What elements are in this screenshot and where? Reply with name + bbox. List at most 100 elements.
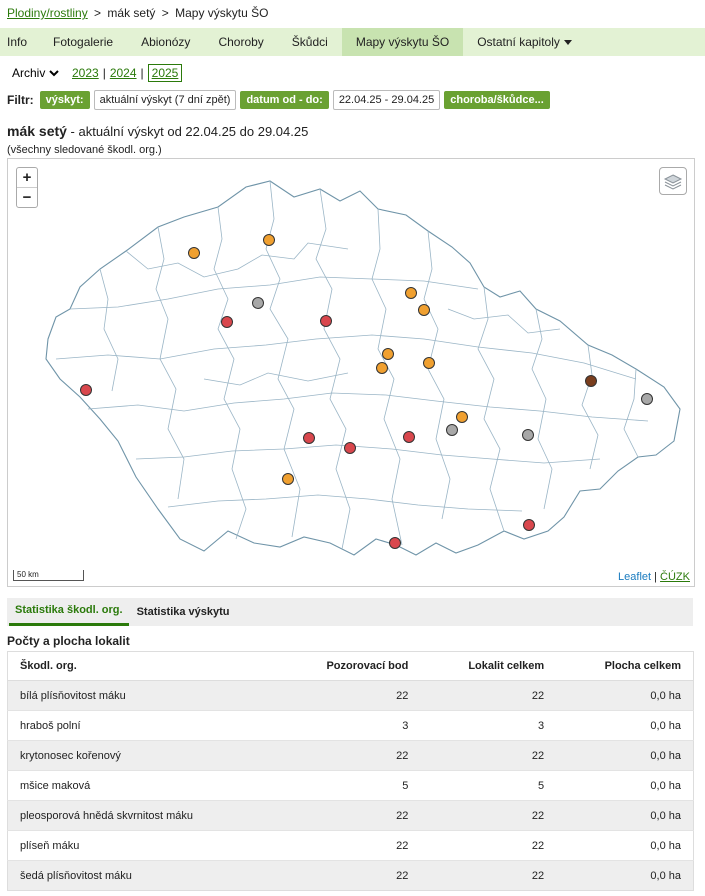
map-marker-orange[interactable]: [405, 287, 417, 299]
cell-points: 22: [276, 860, 421, 891]
map-marker-orange[interactable]: [282, 473, 294, 485]
map-marker-red[interactable]: [320, 315, 332, 327]
cell-area: 0,0 ha: [556, 680, 694, 711]
cell-localities: 22: [420, 680, 557, 711]
filter-bar: Filtr: výskyt: aktuální výskyt (7 dní zp…: [7, 90, 550, 110]
zoom-control: + −: [16, 167, 38, 208]
table-row: hraboš polní 3 3 0,0 ha: [7, 710, 694, 741]
breadcrumb-crop: mák setý: [107, 6, 156, 20]
map-marker-orange[interactable]: [188, 247, 200, 259]
cell-localities: 22: [420, 830, 557, 861]
stats-tabs: Statistika škodl. org. Statistika výskyt…: [7, 598, 693, 626]
tab-abionoses[interactable]: Abionózy: [141, 35, 191, 49]
pest-filter-button[interactable]: choroba/škůdce...: [444, 91, 550, 109]
map-marker-gray[interactable]: [252, 297, 264, 309]
layers-button[interactable]: [659, 167, 687, 195]
cell-area: 0,0 ha: [556, 830, 694, 861]
occurrence-map[interactable]: + − 50 km Leaflet | ČÚZK: [7, 158, 695, 587]
map-marker-red[interactable]: [403, 431, 415, 443]
year-link-2023[interactable]: 2023: [72, 66, 99, 80]
page-title: mák setý - aktuální výskyt od 22.04.25 d…: [7, 123, 308, 139]
map-marker-orange[interactable]: [418, 304, 430, 316]
table-row: mšice maková 5 5 0,0 ha: [7, 770, 694, 801]
tab-occurrence-maps[interactable]: Mapy výskytu ŠO: [341, 28, 464, 56]
tab-info[interactable]: Info: [7, 35, 28, 49]
map-marker-orange[interactable]: [263, 234, 275, 246]
cell-pest: bílá plísňovitost máku: [7, 680, 277, 711]
cell-pest: šedá plísňovitost máku: [7, 860, 277, 891]
breadcrumb: Plodiny/rostliny > mák setý > Mapy výsky…: [7, 6, 268, 20]
main-tabs: Info Fotogalerie Abionózy Choroby Škůdci…: [0, 28, 705, 56]
year-link-2025[interactable]: 2025: [147, 64, 183, 82]
breadcrumb-separator: >: [161, 6, 169, 20]
breadcrumb-separator: >: [94, 6, 102, 20]
occurrence-button[interactable]: výskyt:: [39, 91, 90, 109]
archive-select[interactable]: Archiv: [8, 65, 62, 81]
col-header-observation-points[interactable]: Pozorovací bod: [276, 651, 421, 681]
table-header-row: Škodl. org. Pozorovací bod Lokalit celke…: [7, 651, 694, 681]
map-marker-orange[interactable]: [456, 411, 468, 423]
zoom-out-button[interactable]: −: [22, 189, 32, 206]
tab-diseases[interactable]: Choroby: [218, 35, 264, 49]
cell-pest: pleosporová hnědá skvrnitost máku: [7, 800, 277, 831]
page-subtitle: (všechny sledované škodl. org.): [7, 144, 162, 156]
occurrence-value[interactable]: aktuální výskyt (7 dní zpět): [93, 90, 237, 110]
cell-points: 5: [276, 770, 421, 801]
caret-down-icon: [563, 40, 572, 46]
map-marker-orange[interactable]: [382, 348, 394, 360]
map-canvas[interactable]: [8, 159, 694, 586]
cell-points: 22: [276, 680, 421, 711]
cell-localities: 3: [420, 710, 557, 741]
breadcrumb-current: Mapy výskytu ŠO: [175, 6, 269, 20]
cell-points: 22: [276, 740, 421, 771]
tab-pest-statistics[interactable]: Statistika škodl. org.: [9, 598, 129, 626]
cell-localities: 22: [420, 800, 557, 831]
col-header-area[interactable]: Plocha celkem: [556, 651, 694, 681]
tab-other-chapters[interactable]: Ostatní kapitoly: [463, 28, 586, 56]
map-marker-orange[interactable]: [376, 362, 388, 374]
cuzk-link[interactable]: ČÚZK: [660, 571, 690, 583]
cell-points: 22: [276, 830, 421, 861]
map-marker-red[interactable]: [80, 384, 92, 396]
map-marker-red[interactable]: [303, 432, 315, 444]
map-marker-gray[interactable]: [641, 393, 653, 405]
map-marker-red[interactable]: [344, 442, 356, 454]
map-marker-red[interactable]: [389, 537, 401, 549]
breadcrumb-link-crops[interactable]: Plodiny/rostliny: [7, 6, 88, 20]
year-link-2024[interactable]: 2024: [109, 66, 137, 80]
col-header-pest[interactable]: Škodl. org.: [7, 651, 277, 681]
date-range-button[interactable]: datum od - do:: [240, 91, 329, 109]
table-row: krytonosec kořenový 22 22 0,0 ha: [7, 740, 694, 771]
zoom-in-button[interactable]: +: [17, 168, 37, 188]
tab-pests[interactable]: Škůdci: [291, 35, 328, 49]
table-row: bílá plísňovitost máku 22 22 0,0 ha: [7, 680, 694, 711]
table-row: pleosporová hnědá skvrnitost máku 22 22 0,0…: [7, 800, 694, 831]
table-row: šedá plísňovitost máku 22 22 0,0 ha: [7, 860, 694, 891]
section-title: Počty a plocha lokalit: [7, 634, 130, 648]
statistics-table: Škodl. org. Pozorovací bod Lokalit celke…: [7, 651, 694, 891]
map-marker-red[interactable]: [221, 316, 233, 328]
cell-points: 3: [276, 710, 421, 741]
tab-other-chapters-label: Ostatní kapitoly: [477, 35, 560, 49]
map-marker-gray[interactable]: [446, 424, 458, 436]
page-title-range: - aktuální výskyt od 22.04.25 do 29.04.2…: [66, 124, 309, 139]
tab-photogallery[interactable]: Fotogalerie: [53, 35, 114, 49]
cell-area: 0,0 ha: [556, 710, 694, 741]
cell-pest: hraboš polní: [7, 710, 277, 741]
map-marker-brown[interactable]: [585, 375, 597, 387]
tab-occurrence-statistics[interactable]: Statistika výskytu: [136, 606, 230, 618]
page-title-crop: mák setý: [7, 123, 67, 139]
leaflet-link[interactable]: Leaflet: [618, 571, 652, 583]
cell-pest: krytonosec kořenový: [7, 740, 277, 771]
map-attribution: Leaflet | ČÚZK: [618, 571, 690, 583]
map-marker-red[interactable]: [523, 519, 535, 531]
attribution-separator: |: [654, 571, 657, 583]
map-marker-gray[interactable]: [522, 429, 534, 441]
cell-area: 0,0 ha: [556, 860, 694, 891]
map-marker-orange[interactable]: [423, 357, 435, 369]
cell-pest: mšice maková: [7, 770, 277, 801]
col-header-localities[interactable]: Lokalit celkem: [420, 651, 557, 681]
date-range-value[interactable]: 22.04.25 - 29.04.25: [332, 90, 441, 110]
map-markers: [80, 234, 653, 549]
cell-localities: 5: [420, 770, 557, 801]
